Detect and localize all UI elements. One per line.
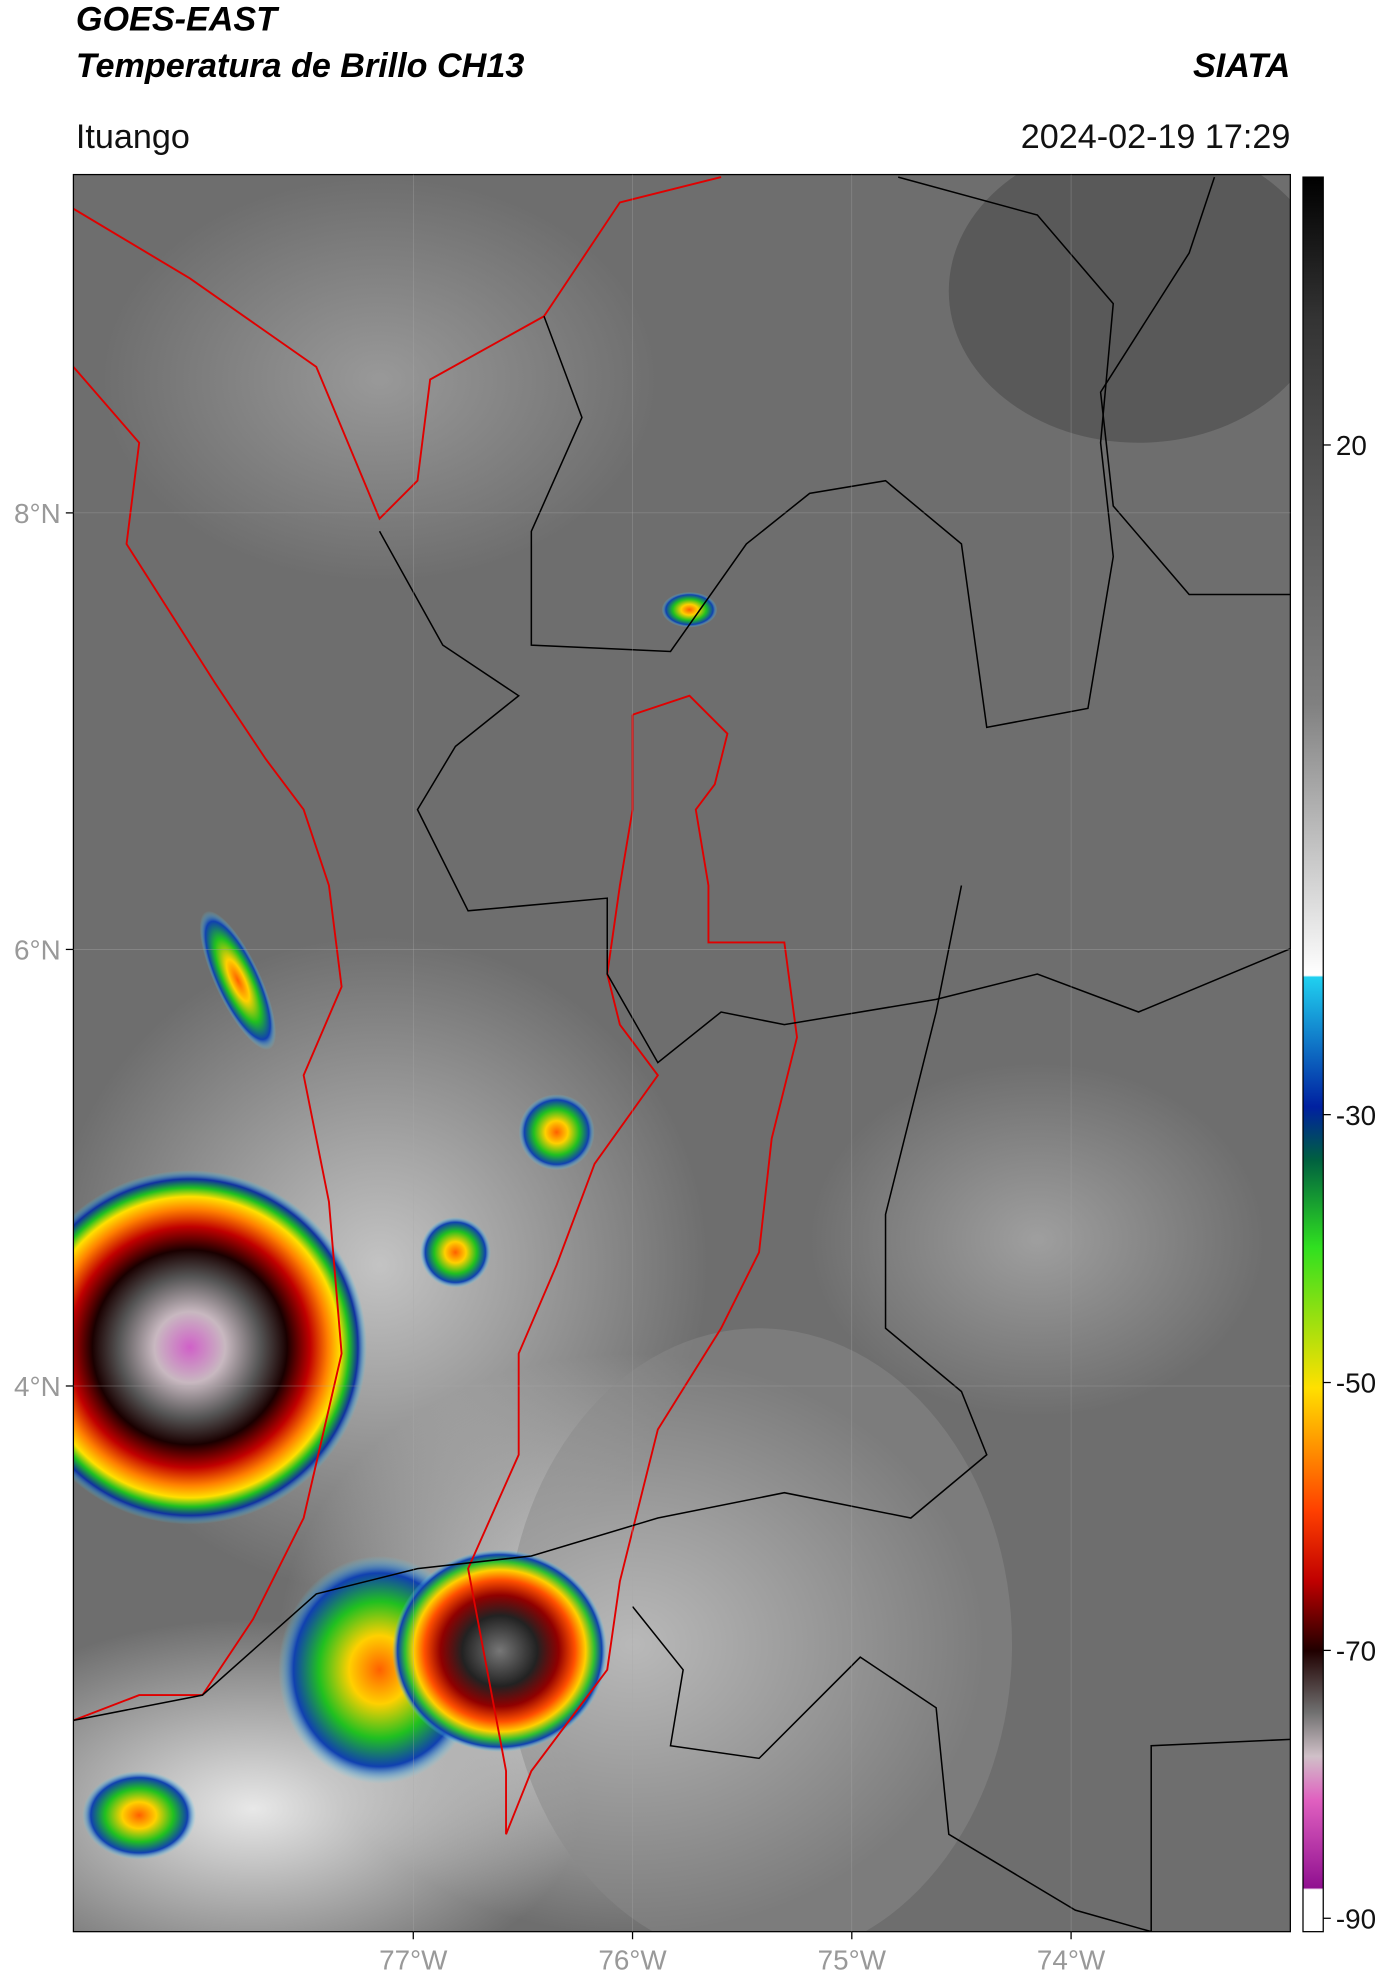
cell bbox=[661, 592, 718, 628]
storm bbox=[392, 1549, 608, 1753]
border bbox=[73, 885, 988, 1722]
border bbox=[530, 176, 1115, 729]
satellite-image bbox=[73, 174, 1291, 1932]
colorbar-tick-label: 20 bbox=[1336, 430, 1367, 461]
subtitle: Temperatura de Brillo CH13 bbox=[76, 47, 524, 85]
storm bbox=[73, 1170, 367, 1525]
cell bbox=[420, 1216, 491, 1288]
y-tick-label: 6°N bbox=[14, 935, 61, 966]
x-tick-label: 76°W bbox=[598, 1945, 667, 1976]
x-tick-label: 74°W bbox=[1037, 1945, 1106, 1976]
map-frame bbox=[72, 173, 1291, 1933]
border bbox=[378, 530, 1291, 1064]
colorbar-tick-label: -70 bbox=[1336, 1636, 1376, 1667]
source: SIATA bbox=[1193, 47, 1290, 85]
cell bbox=[199, 910, 277, 1050]
study-region-boundary bbox=[467, 694, 798, 1835]
border bbox=[1099, 176, 1291, 596]
datetime: 2024-02-19 17:29 bbox=[1021, 118, 1291, 156]
colorbar-tick-label: -90 bbox=[1336, 1903, 1376, 1934]
colorbar-tick-label: -50 bbox=[1336, 1368, 1376, 1399]
dark-area bbox=[948, 174, 1291, 443]
y-tick-label: 4°N bbox=[14, 1371, 61, 1402]
bright-area bbox=[101, 177, 658, 582]
border bbox=[1150, 1738, 1291, 1932]
y-tick-label: 8°N bbox=[14, 498, 61, 529]
coastline bbox=[73, 176, 722, 521]
axes: 77°W 76°W 75°W 74°W 8°N 6°N 4°N bbox=[14, 174, 1291, 1976]
x-tick-label: 77°W bbox=[379, 1945, 448, 1976]
bright-area bbox=[809, 1062, 1266, 1417]
cell bbox=[518, 1094, 595, 1171]
border bbox=[631, 1606, 1152, 1932]
colorbar-tick-label: -30 bbox=[1336, 1100, 1376, 1131]
coastline bbox=[73, 366, 343, 1722]
colorbar bbox=[1302, 176, 1324, 1933]
x-tick-label: 75°W bbox=[818, 1945, 887, 1976]
title: GOES-EAST bbox=[76, 0, 280, 38]
cell bbox=[82, 1771, 197, 1860]
location: Ituango bbox=[76, 118, 190, 156]
colorbar-ticks: 20 -30 -50 -70 -90 bbox=[1323, 430, 1376, 1934]
